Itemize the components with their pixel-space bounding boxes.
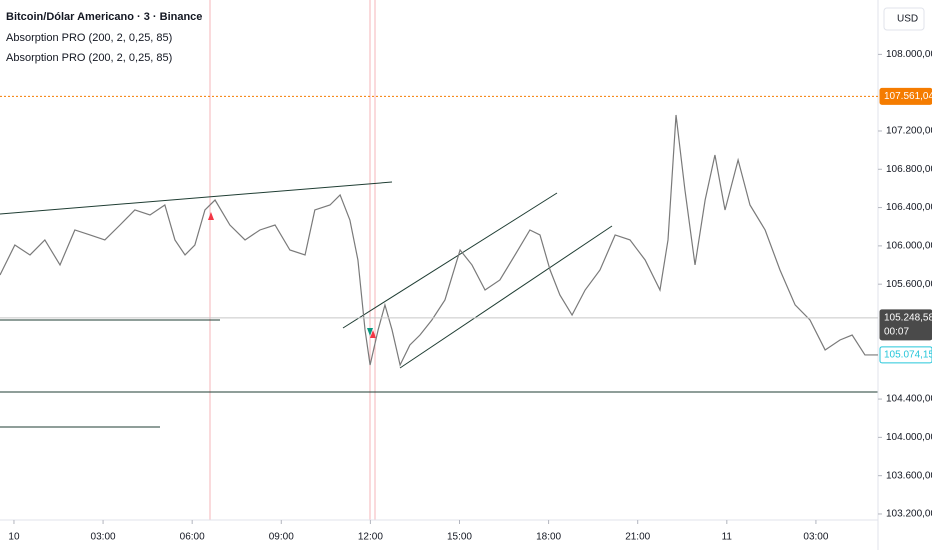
price-label-box [879, 346, 932, 364]
signal-marker [370, 330, 376, 338]
price-label-box [879, 87, 932, 105]
signal-marker [208, 212, 214, 220]
drawings [0, 0, 878, 520]
x-tick-label: 03:00 [91, 532, 116, 543]
chart-title: Bitcoin/Dólar Americano · 3 · Binance [6, 11, 202, 23]
x-tick-label: 10 [8, 532, 20, 543]
x-tick-label: 15:00 [447, 532, 472, 543]
currency[interactable]: USD [897, 14, 918, 25]
y-tick-label: 104.000,00 [886, 432, 932, 443]
countdown: 00:07 [884, 326, 909, 337]
y-tick-label: 106.800,00 [886, 164, 932, 175]
x-tick-label: 06:00 [180, 532, 205, 543]
price-label: 107.561,04 [884, 91, 932, 102]
y-tick-label: 106.000,00 [886, 241, 932, 252]
price-label: 105.248,58 [884, 312, 932, 323]
y-tick-label: 104.400,00 [886, 394, 932, 405]
signal-marker [367, 328, 373, 336]
y-tick-label: 105.600,00 [886, 279, 932, 290]
x-tick-label: 09:00 [269, 532, 294, 543]
trend-line [0, 181, 393, 215]
channel-line [399, 225, 613, 369]
y-tick-label: 108.000,00 [886, 49, 932, 60]
y-tick-label: 103.200,00 [886, 509, 932, 520]
x-tick-label: 21:00 [625, 532, 650, 543]
indicator-label: Absorption PRO (200, 2, 0,25, 85) [6, 32, 172, 44]
channel-line [342, 192, 558, 329]
x-tick-label: 03:00 [803, 532, 828, 543]
price-label-box [879, 309, 932, 341]
price-line [0, 114, 878, 367]
x-tick-label: 11 [722, 532, 733, 543]
x-tick-label: 18:00 [536, 532, 561, 543]
indicator-label: Absorption PRO (200, 2, 0,25, 85) [6, 52, 172, 64]
x-tick-label: 12:00 [358, 532, 383, 543]
currency-button[interactable] [883, 7, 925, 31]
y-tick-label: 103.600,00 [886, 470, 932, 481]
y-tick-label: 107.200,00 [886, 126, 932, 137]
price-label: 105.074,15 [884, 349, 932, 360]
y-tick-label: 106.400,00 [886, 202, 932, 213]
